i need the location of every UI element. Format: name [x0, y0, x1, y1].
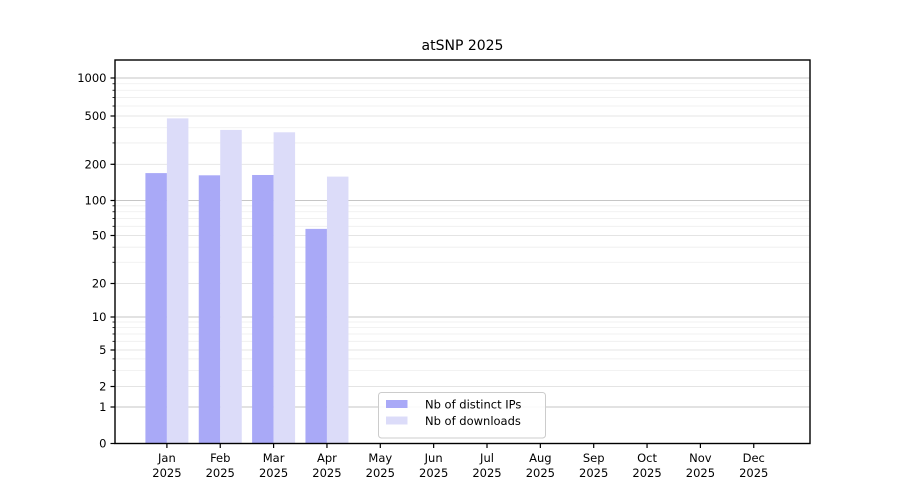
legend-label-distinct-ips: Nb of distinct IPs [425, 398, 521, 412]
bar-distinct-ips-apr [305, 228, 327, 444]
bar-series [145, 118, 349, 444]
x-tick-label-month: Jul [479, 451, 494, 465]
x-tick-label-year: 2025 [686, 466, 715, 480]
x-tick-label-month: Aug [529, 451, 551, 465]
y-tick-label: 1 [99, 400, 106, 414]
y-tick-label: 5 [99, 343, 106, 357]
x-tick-label-year: 2025 [312, 466, 341, 480]
y-axis: 0 1 2 5 10 20 50 100 200 500 1000 [77, 71, 115, 451]
bar-downloads-mar [273, 132, 296, 444]
x-tick-label-year: 2025 [259, 466, 288, 480]
x-tick-label-month: Mar [263, 451, 285, 465]
y-tick-label: 200 [85, 157, 107, 171]
x-tick-label-year: 2025 [419, 466, 448, 480]
legend: Nb of distinct IPs Nb of downloads [378, 392, 546, 439]
chart-title: atSNP 2025 [422, 38, 504, 54]
legend-label-downloads: Nb of downloads [425, 414, 521, 428]
x-tick-label-year: 2025 [366, 466, 395, 480]
y-tick-label: 0 [99, 437, 106, 451]
y-tick-label: 500 [85, 109, 107, 123]
x-tick-label-year: 2025 [526, 466, 555, 480]
bar-downloads-jan [166, 118, 189, 444]
x-tick-label-year: 2025 [632, 466, 661, 480]
x-tick-label-month: Jan [157, 451, 176, 465]
x-tick-label-month: Jun [424, 451, 443, 465]
x-tick-label-year: 2025 [579, 466, 608, 480]
x-tick-label-year: 2025 [739, 466, 768, 480]
x-tick-label-month: Nov [689, 451, 712, 465]
bar-distinct-ips-mar [252, 174, 274, 444]
x-tick-label-month: Sep [583, 451, 605, 465]
y-tick-label: 20 [92, 277, 107, 291]
y-tick-label: 2 [99, 380, 106, 394]
x-tick-label-month: Feb [210, 451, 230, 465]
legend-swatch-distinct-ips [386, 400, 408, 408]
legend-box [378, 392, 546, 439]
x-tick-label-year: 2025 [206, 466, 235, 480]
x-tick-label-month: Dec [743, 451, 765, 465]
x-tick-label-month: Apr [317, 451, 337, 465]
x-tick-label-year: 2025 [472, 466, 501, 480]
x-axis: Jan2025Feb2025Mar2025Apr2025May2025Jun20… [152, 443, 768, 480]
y-tick-label: 10 [92, 310, 107, 324]
bar-downloads-apr [326, 176, 349, 444]
y-tick-label: 1000 [77, 71, 106, 85]
bar-distinct-ips-jan [145, 173, 167, 444]
bar-distinct-ips-feb [198, 175, 221, 444]
x-tick-label-month: Oct [637, 451, 657, 465]
y-tick-label: 50 [92, 229, 107, 243]
y-tick-label: 100 [85, 194, 107, 208]
plot-frame [114, 59, 811, 445]
x-tick-label-year: 2025 [152, 466, 181, 480]
legend-swatch-downloads [386, 416, 408, 425]
bar-downloads-feb [220, 129, 242, 444]
x-tick-label-month: May [368, 451, 392, 465]
